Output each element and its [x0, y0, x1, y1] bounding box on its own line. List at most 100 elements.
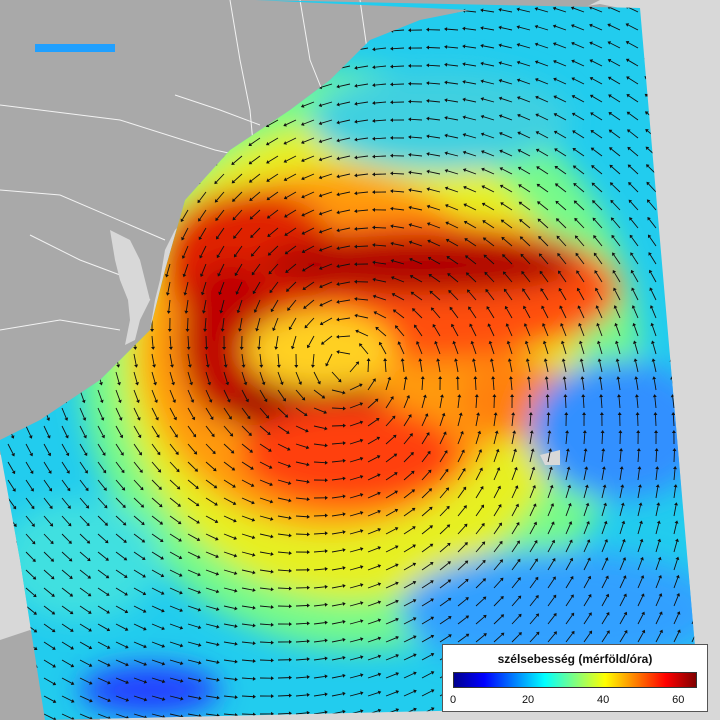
- wind-vector-arrow: [321, 155, 333, 160]
- wind-vector-arrowhead: [676, 611, 681, 615]
- wind-vector-arrowhead: [554, 183, 559, 187]
- wind-vector-arrow: [187, 425, 195, 436]
- wind-vector-arrowhead: [390, 224, 394, 229]
- wind-vector-arrowhead: [504, 305, 509, 310]
- wind-vector-arrowhead: [286, 288, 290, 292]
- wind-vector-arrowhead: [252, 588, 256, 593]
- wind-vector-arrow: [575, 202, 585, 211]
- wind-vector-arrow: [465, 116, 477, 121]
- wind-vector-arrow: [43, 443, 50, 454]
- wind-vector-arrowhead: [613, 287, 617, 292]
- wind-vector-arrow: [392, 172, 405, 175]
- wind-vector-arrowhead: [535, 78, 539, 82]
- wind-vector-arrowhead: [342, 512, 346, 517]
- wind-vector-arrow: [403, 472, 413, 481]
- wind-vector-arrowhead: [535, 113, 539, 118]
- wind-vector-arrowhead: [586, 520, 590, 525]
- wind-vector-arrow: [511, 506, 518, 517]
- wind-vector-arrow: [43, 605, 54, 614]
- wind-vector-arrowhead: [122, 521, 127, 526]
- wind-vector-arrowhead: [267, 233, 271, 238]
- wind-vector-arrow: [673, 631, 680, 643]
- wind-vector-arrow: [403, 397, 409, 409]
- wind-vector-arrowhead: [657, 556, 662, 561]
- wind-vector-arrowhead: [534, 576, 539, 581]
- wind-vector-arrow: [439, 470, 447, 481]
- wind-vector-arrow: [268, 137, 279, 144]
- wind-vector-arrowhead: [120, 452, 124, 456]
- wind-vector-arrow: [619, 505, 624, 517]
- wind-vector-arrowhead: [498, 43, 502, 48]
- wind-vector-arrow: [493, 634, 503, 643]
- wind-vector-arrowhead: [605, 575, 609, 580]
- wind-vector-arrow: [367, 529, 379, 535]
- wind-vector-arrow: [43, 587, 53, 596]
- wind-vector-arrowhead: [516, 25, 520, 30]
- wind-vector-arrowhead: [514, 485, 519, 489]
- wind-vector-arrow: [573, 25, 585, 31]
- wind-vector-arrow: [616, 343, 621, 355]
- wind-vector-arrow: [151, 497, 161, 506]
- wind-vector-arrow: [259, 533, 271, 537]
- wind-vector-arrowhead: [576, 270, 580, 274]
- wind-vector-arrowhead: [354, 155, 358, 160]
- wind-vector-arrowhead: [464, 238, 468, 242]
- wind-vector-arrow: [115, 515, 125, 524]
- wind-vector-arrow: [377, 328, 387, 337]
- wind-vector-arrowhead: [270, 534, 274, 539]
- wind-vector-arrowhead: [373, 311, 378, 315]
- wind-vector-arrowhead: [207, 381, 212, 386]
- wind-vector-arrowhead: [658, 593, 663, 597]
- wind-vector-arrowhead: [142, 609, 147, 613]
- wind-vector-arrowhead: [627, 164, 632, 168]
- wind-vector-arrow: [493, 451, 499, 463]
- wind-vector-arrowhead: [198, 217, 202, 222]
- wind-vector-arrowhead: [215, 571, 220, 576]
- wind-vector-arrowhead: [430, 307, 435, 311]
- wind-vector-arrowhead: [151, 346, 156, 350]
- wind-vector-arrow: [565, 523, 571, 535]
- wind-vector-arrow: [241, 605, 253, 609]
- wind-vector-arrow: [502, 221, 513, 229]
- wind-vector-arrow: [133, 569, 144, 577]
- wind-vector-arrowhead: [465, 597, 469, 601]
- wind-vector-arrowhead: [525, 358, 530, 362]
- wind-vector-arrow: [61, 677, 72, 684]
- wind-vector-arrow: [519, 26, 531, 31]
- wind-vector-arrowhead: [446, 542, 451, 547]
- wind-vector-arrow: [421, 672, 432, 679]
- wind-vector-arrowhead: [138, 451, 142, 456]
- wind-vector-arrowhead: [539, 270, 544, 275]
- wind-vector-arrow: [285, 137, 297, 144]
- wind-vector-arrow: [565, 596, 573, 607]
- wind-vector-arrowhead: [360, 529, 364, 533]
- wind-vector-arrowhead: [168, 346, 173, 350]
- wind-vector-arrowhead: [574, 217, 578, 222]
- wind-vector-arrow: [385, 473, 396, 481]
- wind-vector-arrow: [529, 578, 537, 589]
- wind-vector-arrowhead: [463, 220, 468, 225]
- wind-vector-arrow: [628, 42, 639, 49]
- wind-vector-arrow: [421, 378, 424, 391]
- wind-vector-arrow: [187, 353, 191, 365]
- wind-vector-arrowhead: [553, 77, 557, 82]
- wind-vector-arrow: [547, 433, 550, 445]
- wind-vector-arrow: [555, 8, 567, 13]
- wind-vector-arrow: [447, 117, 459, 121]
- wind-vector-arrow: [580, 343, 585, 355]
- wind-vector-arrow: [447, 152, 459, 157]
- wind-vector-arrowhead: [588, 630, 593, 635]
- wind-vector-arrow: [339, 299, 351, 303]
- wind-vector-arrowhead: [359, 420, 364, 425]
- wind-vector-arrow: [79, 695, 91, 701]
- wind-vector-arrowhead: [623, 630, 628, 634]
- wind-vector-arrow: [313, 550, 326, 553]
- wind-vector-arrowhead: [360, 511, 364, 515]
- wind-vector-arrow: [547, 523, 554, 535]
- wind-vector-arrow: [540, 255, 549, 265]
- wind-vector-arrow: [61, 587, 71, 596]
- wind-vector-arrow: [415, 326, 423, 337]
- wind-vector-arrowhead: [252, 552, 256, 557]
- wind-vector-arrowhead: [605, 593, 610, 598]
- wind-vector-arrowhead: [560, 322, 564, 327]
